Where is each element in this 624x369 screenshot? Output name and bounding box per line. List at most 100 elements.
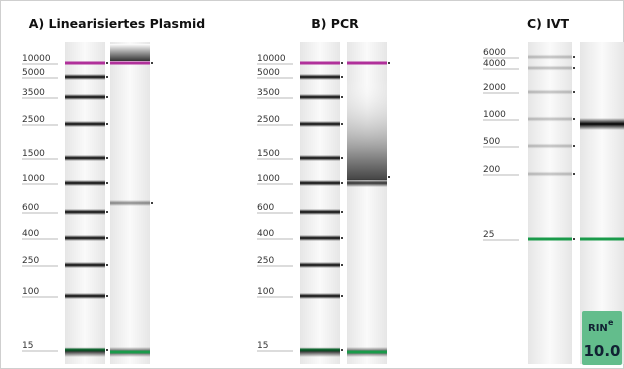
marker-dot xyxy=(573,56,575,58)
marker-dot xyxy=(341,62,343,64)
marker-dot xyxy=(573,91,575,93)
band xyxy=(528,90,572,95)
band xyxy=(110,200,150,206)
marker-dot xyxy=(106,62,108,64)
marker-dot xyxy=(573,67,575,69)
marker-dot xyxy=(341,295,343,297)
marker-dot xyxy=(106,237,108,239)
lane xyxy=(300,42,340,364)
ladder-label: 500 xyxy=(483,137,500,147)
ladder-label: 25 xyxy=(483,230,494,240)
band xyxy=(110,62,150,65)
marker-dot xyxy=(573,238,575,240)
ladder-label: 2500 xyxy=(22,115,45,125)
band xyxy=(65,94,105,100)
ladder-label: 3500 xyxy=(257,88,280,98)
rin-label: RIN xyxy=(588,323,608,334)
ladder-label: 2500 xyxy=(257,115,280,125)
ladder-label: 250 xyxy=(22,256,39,266)
band xyxy=(300,155,340,161)
ladder-label: 6000 xyxy=(483,48,506,58)
band xyxy=(528,117,572,122)
band xyxy=(300,180,340,186)
marker-dot xyxy=(341,96,343,98)
band xyxy=(300,94,340,100)
ladder-label: 1000 xyxy=(22,174,45,184)
band xyxy=(528,66,572,71)
band xyxy=(65,180,105,186)
marker-dot xyxy=(573,145,575,147)
marker-dot xyxy=(106,96,108,98)
band xyxy=(300,121,340,127)
ladder-label: 100 xyxy=(22,287,39,297)
band xyxy=(65,347,105,357)
band xyxy=(580,238,624,241)
marker-dot xyxy=(341,182,343,184)
rin-value: 10.0 xyxy=(583,342,620,360)
band xyxy=(300,235,340,241)
band xyxy=(528,172,572,177)
smear xyxy=(347,80,387,180)
panel-title: B) PCR xyxy=(311,16,359,31)
marker-dot xyxy=(341,157,343,159)
rin-superscript: e xyxy=(608,318,614,327)
ladder-label: 1500 xyxy=(257,149,280,159)
band xyxy=(65,62,105,65)
panel-title: C) IVT xyxy=(527,16,570,31)
band xyxy=(300,347,340,357)
band xyxy=(300,209,340,215)
marker-dot xyxy=(341,264,343,266)
marker-dot xyxy=(106,182,108,184)
lane xyxy=(65,42,105,364)
panel-title: A) Linearisiertes Plasmid xyxy=(29,16,205,31)
band xyxy=(580,118,624,130)
marker-dot xyxy=(341,76,343,78)
marker-dot xyxy=(341,123,343,125)
band xyxy=(347,351,387,354)
band xyxy=(300,62,340,65)
band xyxy=(528,55,572,60)
ladder-label: 600 xyxy=(22,203,39,213)
band xyxy=(300,74,340,80)
band xyxy=(65,235,105,241)
ladder-label: 200 xyxy=(483,165,500,175)
ladder-label: 10000 xyxy=(257,54,286,64)
band xyxy=(300,293,340,299)
ladder-label: 1500 xyxy=(22,149,45,159)
marker-dot xyxy=(106,211,108,213)
ladder-label: 100 xyxy=(257,287,274,297)
ladder-label: 5000 xyxy=(22,68,45,78)
ladder-label: 15 xyxy=(257,341,268,351)
ladder-label: 10000 xyxy=(22,54,51,64)
marker-dot xyxy=(573,173,575,175)
ladder-label: 4000 xyxy=(483,59,506,69)
band xyxy=(528,238,572,241)
marker-dot xyxy=(573,118,575,120)
gel-figure: A) Linearisiertes Plasmid 10000 5000 3500 25… xyxy=(0,0,624,369)
marker-dot xyxy=(341,211,343,213)
band xyxy=(300,262,340,268)
marker-dot xyxy=(106,349,108,351)
band xyxy=(347,62,387,65)
band xyxy=(65,262,105,268)
band xyxy=(110,44,150,61)
marker-dot xyxy=(106,295,108,297)
marker-dot xyxy=(341,349,343,351)
ladder-label: 2000 xyxy=(483,83,506,93)
marker-dot xyxy=(151,62,153,64)
band xyxy=(65,121,105,127)
band xyxy=(65,155,105,161)
marker-dot xyxy=(341,237,343,239)
ladder-label: 1000 xyxy=(257,174,280,184)
marker-dot xyxy=(388,62,390,64)
ladder-label: 600 xyxy=(257,203,274,213)
marker-dot xyxy=(106,264,108,266)
ladder-label: 15 xyxy=(22,341,33,351)
panels: A) Linearisiertes Plasmid 10000 5000 3500 25… xyxy=(22,16,624,365)
ladder-label: 3500 xyxy=(22,88,45,98)
band xyxy=(110,351,150,354)
marker-dot xyxy=(106,157,108,159)
marker-dot xyxy=(151,202,153,204)
band xyxy=(65,293,105,299)
